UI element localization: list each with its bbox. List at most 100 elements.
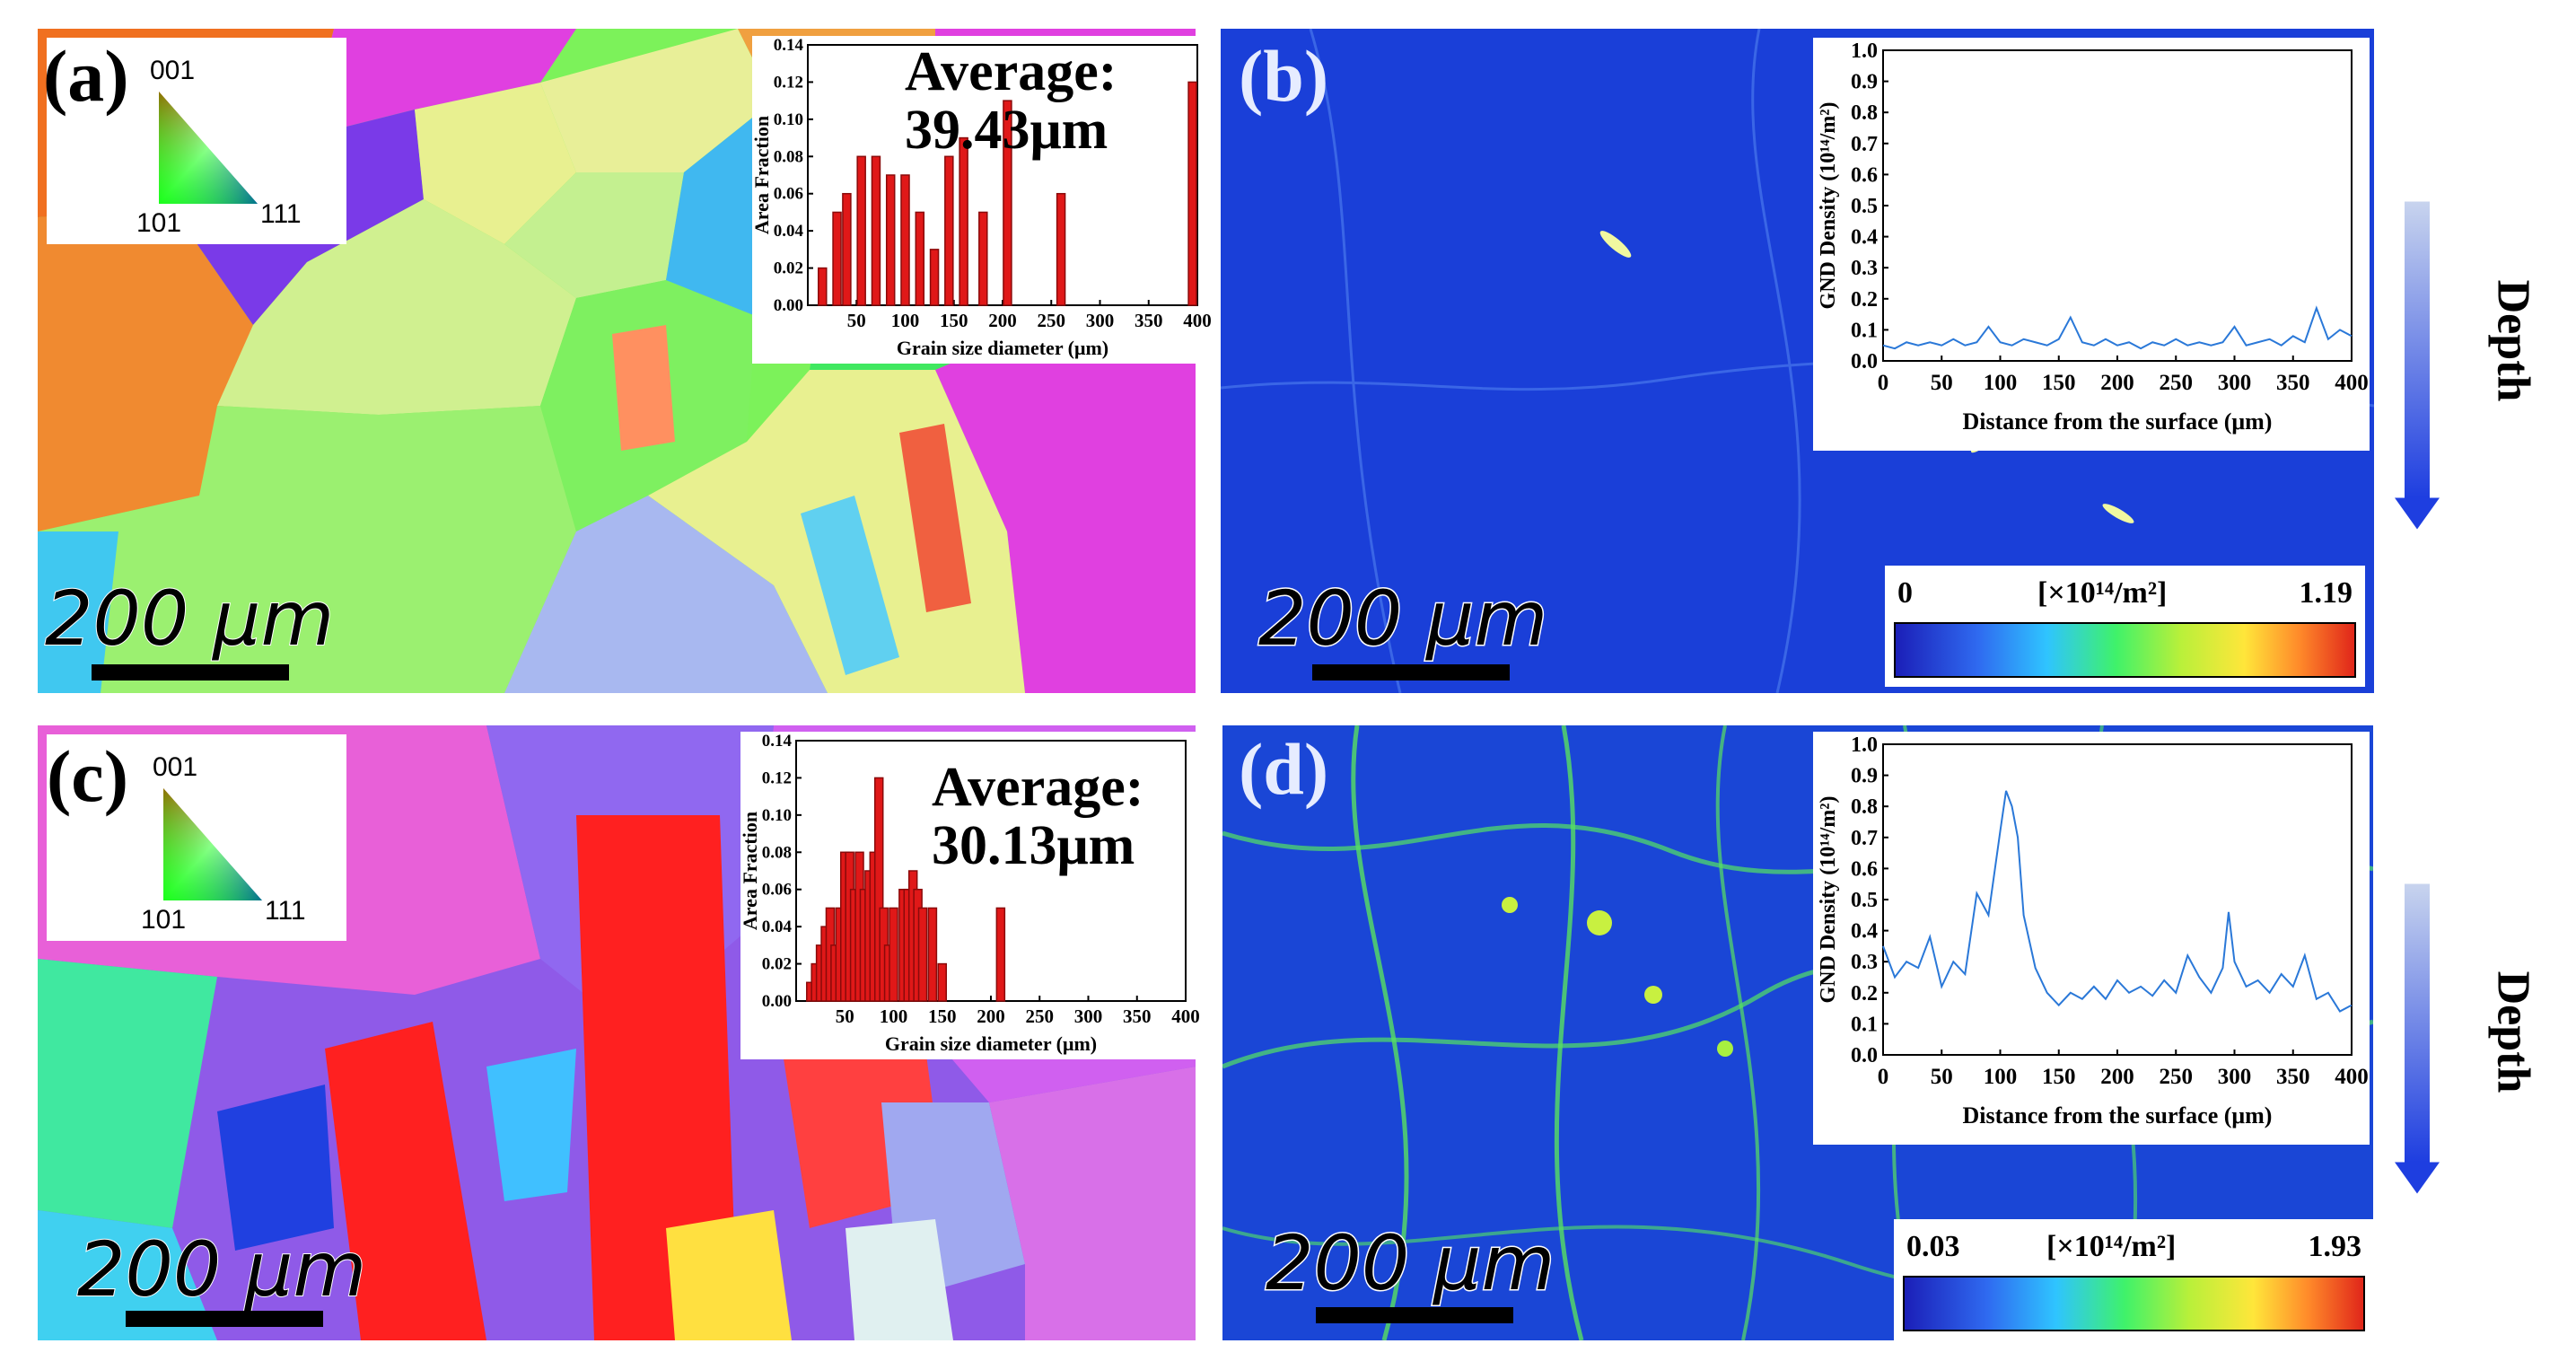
ipf-001-label-c: 001: [153, 752, 198, 782]
ipf-triangle-legend-c: 001 101 111: [47, 734, 346, 941]
y-axis-label: GND Density (10¹⁴/m²): [1817, 796, 1840, 1004]
histogram-bar: [927, 907, 938, 1002]
x-tick-label: 300: [2218, 1065, 2252, 1089]
histogram-bar: [818, 267, 828, 306]
y-tick-label: 0.9: [1851, 765, 1878, 788]
colorbar-gradient-d: [1903, 1276, 2365, 1331]
histogram-bar: [900, 174, 910, 306]
average-value-a: 39.43μm: [905, 100, 1108, 162]
x-tick-label: 400: [2335, 1065, 2369, 1089]
panel-label-d: (d): [1239, 728, 1329, 810]
colorbar-min-b: 0: [1897, 576, 1913, 610]
y-axis-label: Area Fraction: [752, 116, 773, 234]
histogram-bar: [832, 211, 842, 306]
x-tick-label: 300: [1086, 310, 1115, 331]
y-tick-label: 0.12: [774, 73, 803, 92]
scale-bar-b: [1312, 664, 1510, 681]
grain-size-histogram-c: 0.00 0.02 0.04 0.06 0.08 0.10 0.12 0.14 50 100 150…: [740, 732, 1200, 1059]
histogram-bar: [1187, 81, 1197, 306]
histogram-bar: [871, 155, 881, 306]
histogram-bar: [1003, 100, 1012, 306]
histogram-bar: [959, 136, 968, 306]
x-tick-label: 250: [1038, 310, 1066, 331]
x-tick-label: 0: [1878, 1065, 1889, 1089]
x-tick-label: 100: [880, 1006, 908, 1027]
ipf-101-label-a: 101: [136, 208, 182, 238]
histogram-bar: [915, 211, 925, 306]
x-tick-label: 200: [2100, 1065, 2134, 1089]
x-tick-label: 400: [1171, 1006, 1200, 1027]
x-tick-label: 0: [1878, 371, 1889, 395]
histogram-bar: [978, 211, 988, 306]
y-tick-label: 1.0: [1851, 40, 1878, 63]
colorbar-gradient-b: [1894, 622, 2356, 678]
x-axis-label: Distance from the surface (μm): [1963, 1102, 2273, 1128]
x-tick-label: 100: [891, 310, 920, 331]
x-tick-label: 100: [1984, 1065, 2018, 1089]
gnd-profile-chart-d: 0.0 0.1 0.2 0.3 0.4 0.5 0.6 0.7 0.8 0.9 1.0 0 50 100 1…: [1813, 732, 2370, 1145]
histogram-bar: [873, 777, 884, 1002]
x-tick-label: 350: [1123, 1006, 1152, 1027]
x-tick-label: 350: [2276, 1065, 2310, 1089]
scale-bar-text-a: 200 μm: [44, 574, 335, 663]
gnd-profile-chart-b: 0.0 0.1 0.2 0.3 0.4 0.5 0.6 0.7 0.8 0.9 1.0 0 50 100 1…: [1813, 38, 2370, 451]
x-tick-label: 300: [1074, 1006, 1103, 1027]
panel-label-a: (a): [43, 35, 129, 117]
colorbar-unit-d: [×10¹⁴/m²]: [2046, 1230, 2177, 1263]
y-tick-label: 0.00: [774, 296, 803, 315]
y-tick-label: 0.14: [762, 732, 793, 751]
histogram-bar: [917, 907, 928, 1002]
x-tick-label: 50: [1931, 1065, 1953, 1089]
scale-bar-text-b: 200 μm: [1257, 574, 1548, 664]
y-tick-label: 0.02: [762, 955, 792, 974]
x-tick-label: 250: [2160, 1065, 2194, 1089]
histogram-bar: [889, 907, 898, 1002]
y-tick-label: 0.6: [1851, 163, 1878, 187]
y-axis-label: Area Fraction: [740, 812, 761, 930]
histogram-plot-a: 0.00 0.02 0.04 0.06 0.08 0.10 0.12 0.14 50 100 150…: [752, 36, 1212, 359]
y-tick-label: 0.7: [1851, 827, 1878, 850]
histogram-bar: [856, 155, 866, 306]
panel-label-b: (b): [1239, 35, 1329, 117]
x-tick-label: 150: [940, 310, 968, 331]
depth-label-top: Depth: [2487, 279, 2539, 402]
scale-bar-c: [126, 1311, 323, 1327]
x-tick-label: 250: [1026, 1006, 1055, 1027]
x-tick-label: 50: [1931, 371, 1953, 395]
grain-size-histogram-a: 0.00 0.02 0.04 0.06 0.08 0.10 0.12 0.14 50 100 150…: [752, 36, 1212, 364]
y-tick-label: 0.7: [1851, 133, 1878, 156]
y-tick-label: 1.0: [1851, 733, 1878, 757]
y-axis-label: GND Density (10¹⁴/m²): [1817, 102, 1840, 310]
histogram-bar: [995, 907, 1006, 1002]
x-tick-label: 350: [1135, 310, 1163, 331]
histogram-bar: [929, 249, 940, 306]
y-tick-label: 0.8: [1851, 101, 1878, 125]
histogram-bar: [944, 155, 954, 306]
colorbar-unit-b: [×10¹⁴/m²]: [2037, 576, 2168, 610]
y-tick-label: 0.12: [762, 768, 792, 787]
ipf-111-label-a: 111: [260, 199, 302, 229]
depth-arrow-top: [2395, 201, 2440, 530]
y-tick-label: 0.08: [774, 147, 803, 166]
x-tick-label: 50: [836, 1006, 854, 1027]
colorbar-d: 0.03 [×10¹⁴/m²] 1.93: [1894, 1219, 2374, 1340]
y-tick-label: 0.10: [762, 806, 792, 825]
line-plot-b: 0.0 0.1 0.2 0.3 0.4 0.5 0.6 0.7 0.8 0.9 1.0 0 50 100 1…: [1817, 40, 2369, 435]
y-tick-label: 0.1: [1851, 319, 1878, 342]
plot-frame: [1882, 743, 2353, 1056]
x-tick-label: 50: [847, 310, 866, 331]
y-tick-label: 0.0: [1851, 350, 1878, 373]
y-tick-label: 0.04: [762, 918, 793, 936]
x-tick-label: 400: [2335, 371, 2369, 395]
x-tick-label: 200: [2100, 371, 2134, 395]
histogram-plot-c: 0.00 0.02 0.04 0.06 0.08 0.10 0.12 0.14 50 100 150…: [740, 732, 1200, 1055]
y-tick-label: 0.06: [762, 881, 792, 900]
average-value-c: 30.13μm: [932, 815, 1135, 877]
scale-bar-a: [92, 664, 289, 681]
average-label-c: Average:: [932, 757, 1144, 818]
ipf-111-label-c: 111: [265, 896, 306, 926]
colorbar-b: 0 [×10¹⁴/m²] 1.19: [1885, 566, 2365, 687]
x-tick-label: 200: [977, 1006, 1005, 1027]
x-tick-label: 150: [928, 1006, 957, 1027]
colorbar-max-b: 1.19: [2299, 576, 2353, 610]
